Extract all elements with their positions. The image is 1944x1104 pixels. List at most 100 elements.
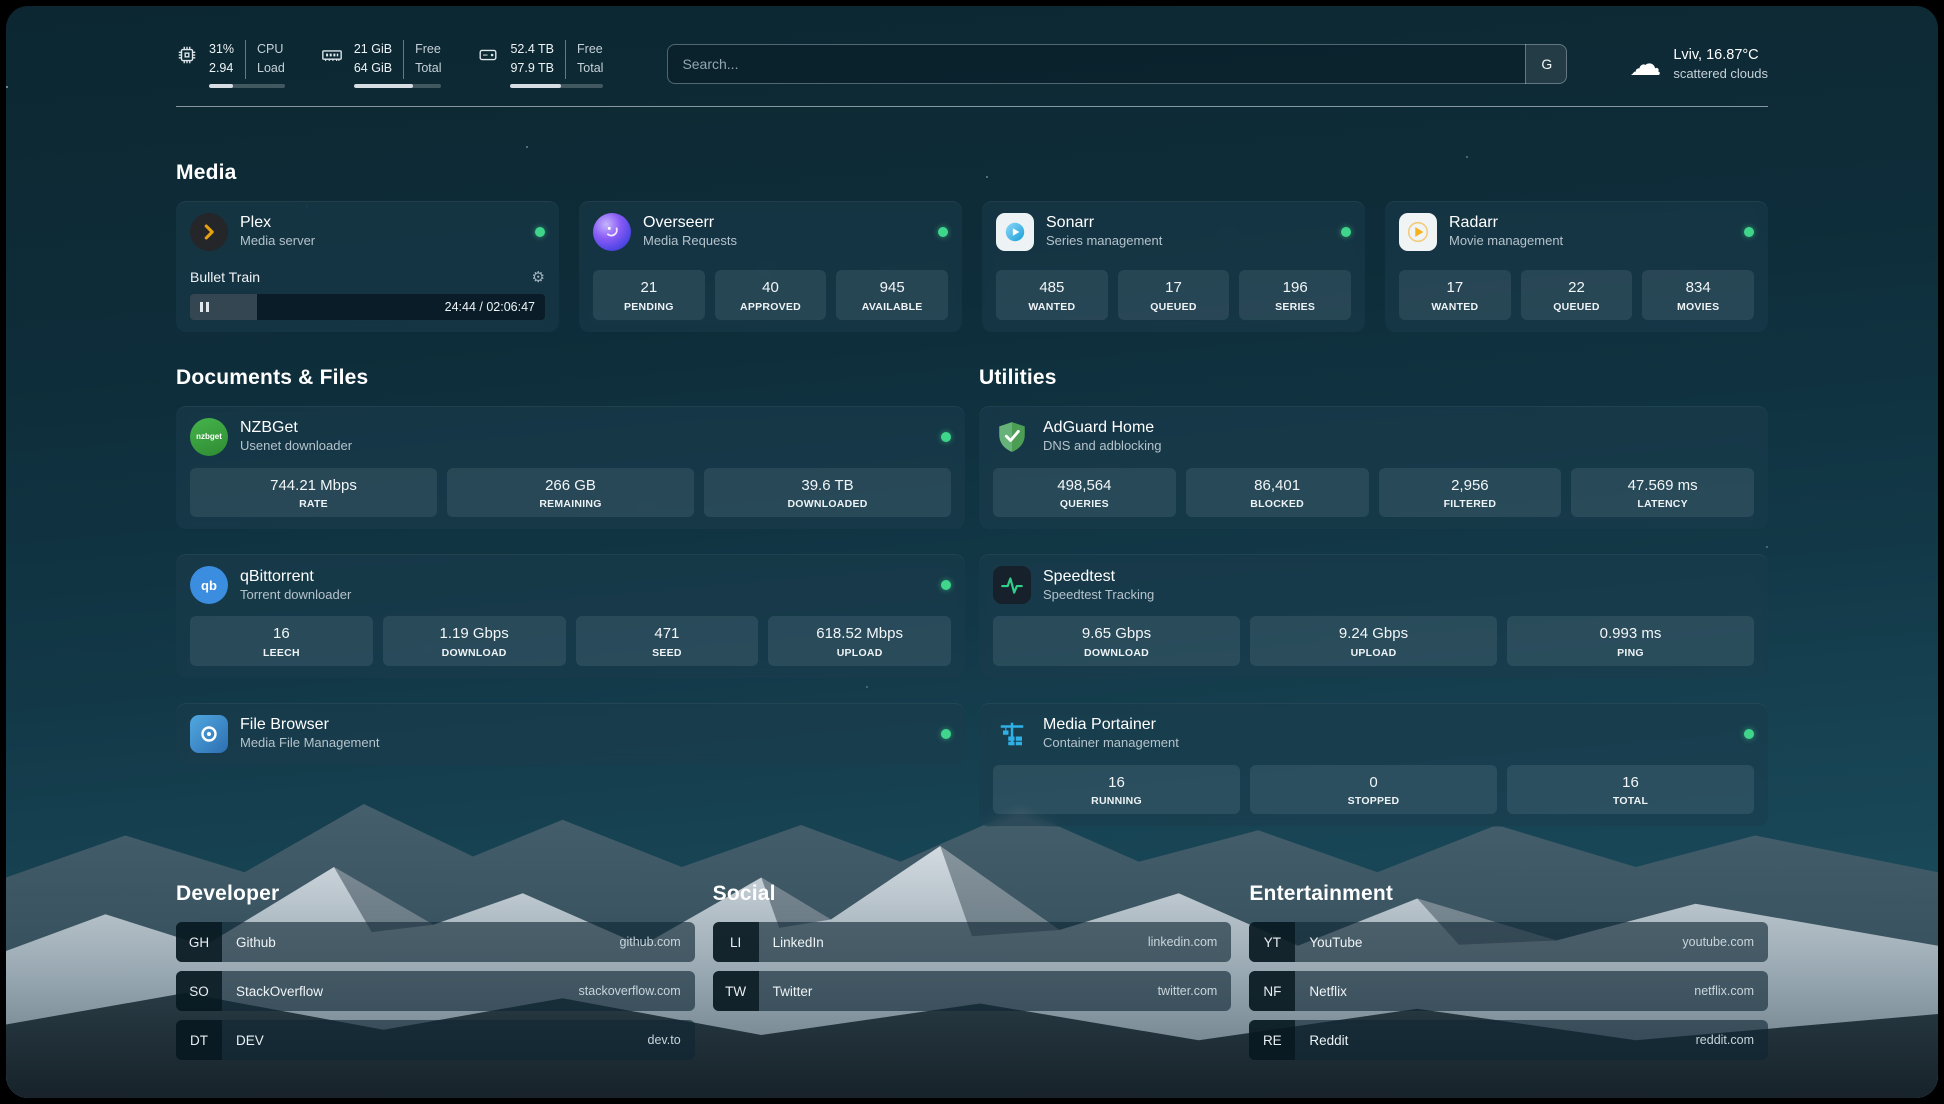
adguard-icon	[993, 418, 1031, 456]
bookmark-url: twitter.com	[1157, 984, 1218, 999]
bookmark-name: Netflix	[1309, 983, 1347, 999]
portainer-icon	[993, 715, 1031, 753]
service-card-portainer[interactable]: Media Portainer Container management 16 …	[979, 702, 1768, 827]
disk-progress-bar	[510, 83, 604, 88]
stat-queued: 22 QUEUED	[1520, 270, 1633, 320]
bookmark-row-youtube[interactable]: YT YouTube youtube.com	[1249, 922, 1768, 963]
bookmark-row-github[interactable]: GH Github github.com	[176, 922, 695, 963]
disk-icon	[479, 49, 497, 61]
ram-readout: 21 GiB 64 GiB Free Total	[353, 40, 442, 88]
service-card-filebrowser[interactable]: File Browser Media File Management	[176, 702, 965, 765]
stat-available: 945 AVAILABLE	[836, 270, 948, 320]
cpu-percent: 31%	[209, 42, 235, 56]
player-time: 24:44 / 02:06:47	[444, 299, 535, 314]
plex-icon	[190, 212, 228, 251]
bookmarks-column-social: Social LI LinkedIn linkedin.com TW Twitt…	[712, 882, 1232, 1020]
stat-wanted: 17 WANTED	[1399, 270, 1511, 320]
disk-total: 97.9 TB	[510, 61, 555, 76]
status-dot	[938, 226, 948, 237]
cpu-icon	[178, 46, 196, 64]
stat-series: 196 SERIES	[1239, 270, 1351, 320]
status-dot	[941, 728, 951, 739]
search-provider-button[interactable]: G	[1525, 43, 1568, 84]
developer-section-title: Developer	[176, 882, 280, 906]
documents-section-title: Documents & Files	[176, 365, 369, 389]
utilities-section-title: Utilities	[979, 365, 1057, 389]
stat-stopped: 0 STOPPED	[1250, 764, 1497, 815]
section-documents: Documents & Files nzbget NZBGet Usenet d…	[176, 366, 965, 765]
service-subtitle: Media File Management	[240, 735, 380, 751]
cpu-readout: 31% 2.94 CPU Load	[209, 40, 285, 88]
bookmark-url: reddit.com	[1695, 1033, 1754, 1048]
qbittorrent-icon: qb	[190, 566, 228, 605]
service-card-speedtest[interactable]: Speedtest Speedtest Tracking 9.65 Gbps D…	[979, 554, 1768, 678]
search-input[interactable]	[667, 43, 1568, 84]
bookmark-row-netflix[interactable]: NF Netflix netflix.com	[1249, 971, 1768, 1012]
bookmark-abbr: SO	[176, 971, 222, 1012]
stat-downloaded: 39.6 TB DOWNLOADED	[704, 467, 951, 518]
service-name: Plex	[240, 214, 272, 232]
stat-running: 16 RUNNING	[993, 764, 1240, 815]
bookmark-abbr: YT	[1249, 922, 1296, 963]
gear-icon[interactable]: ⚙	[531, 268, 545, 286]
service-card-radarr[interactable]: Radarr Movie management 17 WANTED 22 QUE…	[1385, 200, 1768, 332]
stat-rate: 744.21 Mbps RATE	[190, 467, 437, 518]
service-name: qBittorrent	[240, 567, 314, 585]
service-card-plex[interactable]: Plex Media server Bullet Train ⚙	[176, 200, 559, 332]
stat-download: 1.19 Gbps DOWNLOAD	[382, 616, 566, 666]
bookmark-row-reddit[interactable]: RE Reddit reddit.com	[1249, 1020, 1768, 1061]
stat-seed: 471 SEED	[575, 616, 759, 666]
bookmark-row-linkedin[interactable]: LI LinkedIn linkedin.com	[712, 922, 1232, 963]
bookmark-name: Twitter	[772, 983, 813, 999]
stat-filtered: 2,956 FILTERED	[1378, 467, 1562, 518]
service-name: Overseerr	[643, 214, 715, 232]
status-dot	[1341, 226, 1351, 237]
nzbget-icon: nzbget	[190, 417, 228, 456]
bookmark-row-stackoverflow[interactable]: SO StackOverflow stackoverflow.com	[176, 971, 695, 1012]
service-name: Media Portainer	[1043, 716, 1156, 734]
player-progress-bar[interactable]: 24:44 / 02:06:47	[190, 293, 545, 320]
bookmark-abbr: GH	[176, 922, 222, 963]
service-name: AdGuard Home	[1043, 419, 1155, 437]
stat-total: 16 TOTAL	[1507, 764, 1754, 815]
stat-queries: 498,564 QUERIES	[993, 467, 1176, 518]
bookmark-row-dev[interactable]: DT DEV dev.to	[176, 1020, 695, 1061]
service-subtitle: DNS and adblocking	[1043, 438, 1162, 454]
stat-remaining: 266 GB REMAINING	[447, 467, 694, 518]
stat-latency: 47.569 ms LATENCY	[1571, 467, 1754, 518]
service-card-nzbget[interactable]: nzbget NZBGet Usenet downloader 744.21 M…	[176, 405, 965, 530]
service-card-overseerr[interactable]: Overseerr Media Requests 21 PENDING 40 A…	[579, 200, 962, 332]
service-name: Sonarr	[1046, 214, 1095, 232]
service-card-adguard[interactable]: AdGuard Home DNS and adblocking 498,564 …	[979, 405, 1768, 530]
ram-total-label: Total	[415, 61, 442, 76]
cpu-load-label: Load	[257, 61, 285, 76]
section-utilities: Utilities AdGuard Home	[979, 366, 1768, 827]
media-section-title: Media	[176, 160, 237, 184]
stat-approved: 40 APPROVED	[714, 270, 827, 320]
disk-total-label: Total	[577, 61, 604, 76]
bookmark-abbr: RE	[1249, 1020, 1296, 1061]
service-subtitle: Series management	[1046, 233, 1163, 249]
bookmark-url: dev.to	[647, 1033, 681, 1048]
bookmarks-column-developer: Developer GH Github github.com SO StackO…	[176, 882, 695, 1069]
bookmark-url: netflix.com	[1694, 984, 1754, 999]
bookmark-abbr: TW	[712, 971, 759, 1012]
bookmark-url: stackoverflow.com	[578, 984, 681, 999]
cpu-metric: 31% 2.94 CPU Load	[176, 40, 285, 88]
ram-icon	[321, 50, 342, 61]
ram-progress-bar	[353, 83, 442, 88]
bookmark-name: StackOverflow	[236, 983, 324, 999]
status-dot	[535, 226, 545, 237]
service-card-qbittorrent[interactable]: qb qBittorrent Torrent downloader 16 LEE…	[176, 554, 965, 678]
media-grid: Plex Media server Bullet Train ⚙	[176, 200, 1768, 332]
service-card-sonarr[interactable]: Sonarr Series management 485 WANTED 17 Q…	[982, 200, 1365, 332]
stat-pending: 21 PENDING	[593, 270, 705, 320]
weather-widget: ☁ Lviv, 16.87°C scattered clouds	[1629, 45, 1768, 82]
bookmark-abbr: DT	[176, 1020, 222, 1061]
now-playing-row: Bullet Train ⚙	[190, 268, 545, 286]
pause-icon[interactable]	[200, 301, 209, 312]
filebrowser-icon	[190, 714, 228, 753]
bookmark-name: Reddit	[1309, 1032, 1349, 1048]
cpu-progress-bar	[209, 83, 285, 88]
bookmark-row-twitter[interactable]: TW Twitter twitter.com	[712, 971, 1232, 1012]
